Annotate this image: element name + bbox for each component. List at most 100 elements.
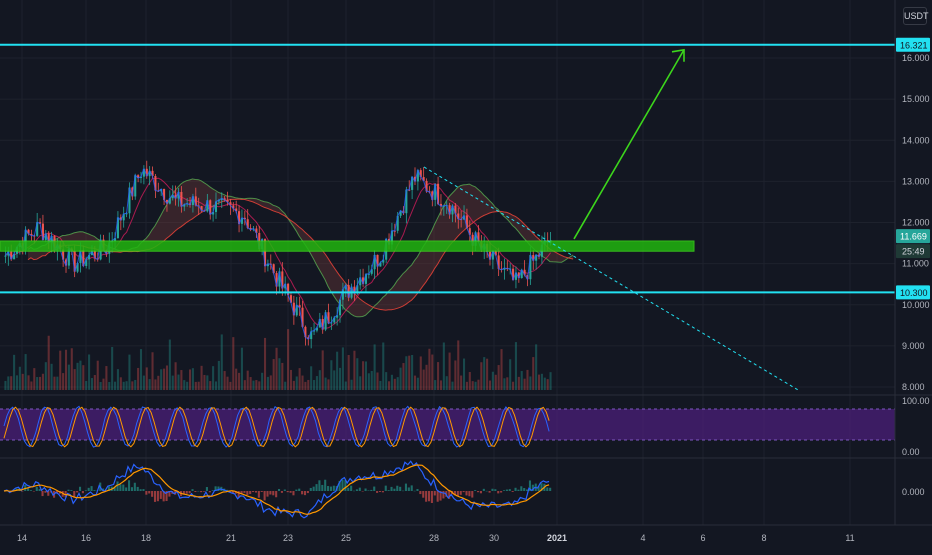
volume-bar <box>21 373 24 390</box>
macd-hist-bar <box>136 486 139 491</box>
candle-body <box>454 205 457 214</box>
macd-hist-bar <box>162 491 165 502</box>
volume-bar <box>301 375 304 390</box>
macd-hist-bar <box>185 491 188 494</box>
macd-hist-bar <box>352 490 356 492</box>
volume-bar <box>206 375 209 390</box>
demand-zone[interactable] <box>0 240 695 252</box>
volume-bar <box>220 334 223 390</box>
candle-body <box>313 330 316 332</box>
macd-hist-bar <box>350 485 353 491</box>
volume-bar <box>163 368 166 390</box>
trendline-dotted[interactable] <box>423 166 801 392</box>
candle-body <box>79 250 82 263</box>
macd-hist-bar <box>511 491 514 492</box>
macd-hist-bar <box>27 488 30 491</box>
macd-hist-bar <box>226 489 229 491</box>
volume-bar <box>509 359 512 390</box>
macd-hist-bar <box>47 491 50 496</box>
candle-body <box>431 191 434 200</box>
volume-bar <box>183 380 186 390</box>
volume-bar <box>246 370 249 390</box>
macd-hist-bar <box>422 491 425 498</box>
macd-hist-bar <box>378 491 382 493</box>
candle-body <box>10 251 13 260</box>
macd-hist-bar <box>292 491 295 496</box>
candle-body <box>246 219 249 229</box>
volume-bar <box>491 371 494 390</box>
macd-hist-bar <box>32 491 35 492</box>
candle-body <box>474 232 477 246</box>
currency-label[interactable]: USDT <box>903 7 929 25</box>
time-tick-label: 2021 <box>547 533 567 543</box>
volume-bar <box>486 358 489 390</box>
macd-hist-bar <box>367 490 370 491</box>
macd-hist-bar <box>407 487 410 491</box>
candle-body <box>451 205 454 215</box>
candle-body <box>324 312 327 330</box>
volume-bar <box>67 364 70 390</box>
macd-hist-bar <box>396 485 399 491</box>
volume-bar <box>359 376 362 390</box>
target-arrow[interactable] <box>573 49 685 240</box>
volume-bar <box>281 362 284 390</box>
macd-hist-bar <box>410 485 413 491</box>
macd-hist-bar <box>168 491 171 497</box>
candle-body <box>214 201 218 213</box>
candle-body <box>36 222 39 236</box>
volume-bar <box>526 369 529 390</box>
macd-hist-bar <box>494 489 497 491</box>
macd-hist-bar <box>474 490 477 491</box>
volume-bar <box>148 379 151 390</box>
candle-body <box>315 327 318 331</box>
volume-bar <box>347 354 350 390</box>
macd-hist-bar <box>376 491 379 493</box>
macd-hist-bar <box>200 491 203 493</box>
volume-bar <box>203 374 206 390</box>
candle-body <box>220 198 223 201</box>
volume-bar <box>128 354 131 390</box>
volume-bar <box>90 378 94 390</box>
macd-hist-bar <box>427 491 431 502</box>
volume-bar <box>197 381 200 390</box>
candle-body <box>298 305 301 308</box>
macd-hist-bar <box>38 488 41 491</box>
volume-bar <box>154 379 157 390</box>
candle-body <box>229 202 232 206</box>
candle-body <box>191 196 194 206</box>
candle-body <box>448 205 451 215</box>
volume-bar <box>422 369 425 390</box>
time-tick-label: 4 <box>640 533 645 543</box>
candle-body <box>284 283 287 289</box>
macd-hist-bar <box>318 480 321 491</box>
volume-bar <box>114 381 117 390</box>
volume-bar <box>102 378 105 390</box>
candle-body <box>180 191 183 207</box>
candle-body <box>151 170 154 177</box>
candle-body <box>73 251 76 272</box>
candle-body <box>206 200 209 212</box>
candle-body <box>255 228 258 233</box>
candle-body <box>154 176 157 191</box>
macd-hist-bar <box>540 483 543 491</box>
volume-bar <box>30 381 33 390</box>
volume-bar <box>338 367 342 390</box>
volume-bar <box>307 379 310 390</box>
macd-hist-bar <box>182 491 185 495</box>
volume-bar <box>477 379 480 390</box>
candle-body <box>425 180 428 192</box>
macd-hist-bar <box>266 491 269 497</box>
volume-bar <box>367 373 370 390</box>
volume-bar <box>318 370 321 390</box>
volume-bar <box>356 358 359 390</box>
macd-hist-bar <box>488 491 491 493</box>
volume-bar <box>376 372 379 390</box>
candle-body <box>275 273 278 287</box>
drawing-tools[interactable]: 16.321 11.669 25:49 10.300 <box>0 37 930 392</box>
volume-bar <box>238 372 241 390</box>
candle-body <box>457 213 460 220</box>
volume-bar <box>540 373 543 390</box>
candle-body <box>88 255 91 260</box>
